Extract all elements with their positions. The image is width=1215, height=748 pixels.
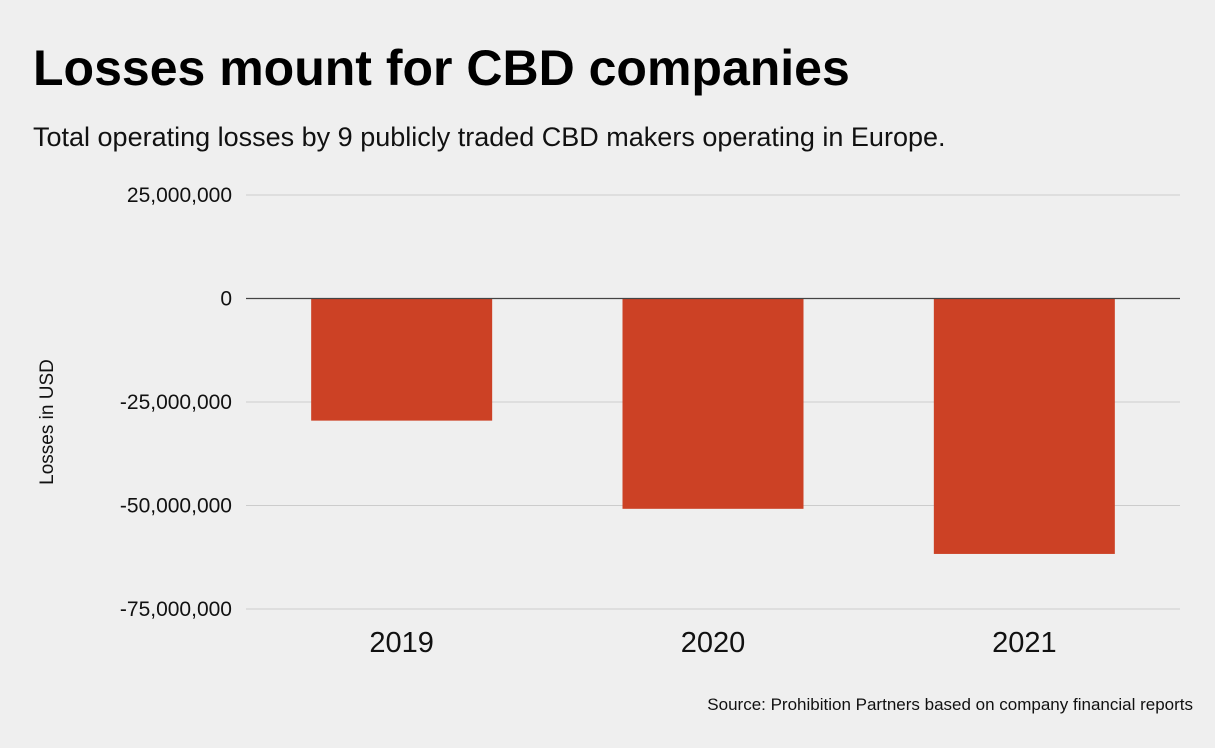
x-tick-labels: 2019 2020 2021 xyxy=(369,627,1056,659)
bar-2020 xyxy=(622,298,804,509)
bar-2021 xyxy=(933,298,1115,554)
x-tick-label: 2020 xyxy=(681,627,746,659)
bars xyxy=(311,298,1115,554)
source-note: Source: Prohibition Partners based on co… xyxy=(707,695,1193,714)
y-tick-label: -25,000,000 xyxy=(120,391,232,414)
y-tick-labels: 25,000,000 0 -25,000,000 -50,000,000 -75,000… xyxy=(120,184,232,621)
x-tick-label: 2021 xyxy=(992,627,1057,659)
x-tick-label: 2019 xyxy=(369,627,434,659)
bar-2019 xyxy=(311,298,493,421)
y-tick-label: -75,000,000 xyxy=(120,598,232,621)
y-tick-label: 25,000,000 xyxy=(127,184,232,207)
y-tick-label: 0 xyxy=(220,288,232,311)
chart-subtitle: Total operating losses by 9 publicly tra… xyxy=(33,122,946,152)
chart-title: Losses mount for CBD companies xyxy=(33,40,850,96)
y-tick-label: -50,000,000 xyxy=(120,495,232,518)
y-axis-label: Losses in USD xyxy=(37,359,58,485)
